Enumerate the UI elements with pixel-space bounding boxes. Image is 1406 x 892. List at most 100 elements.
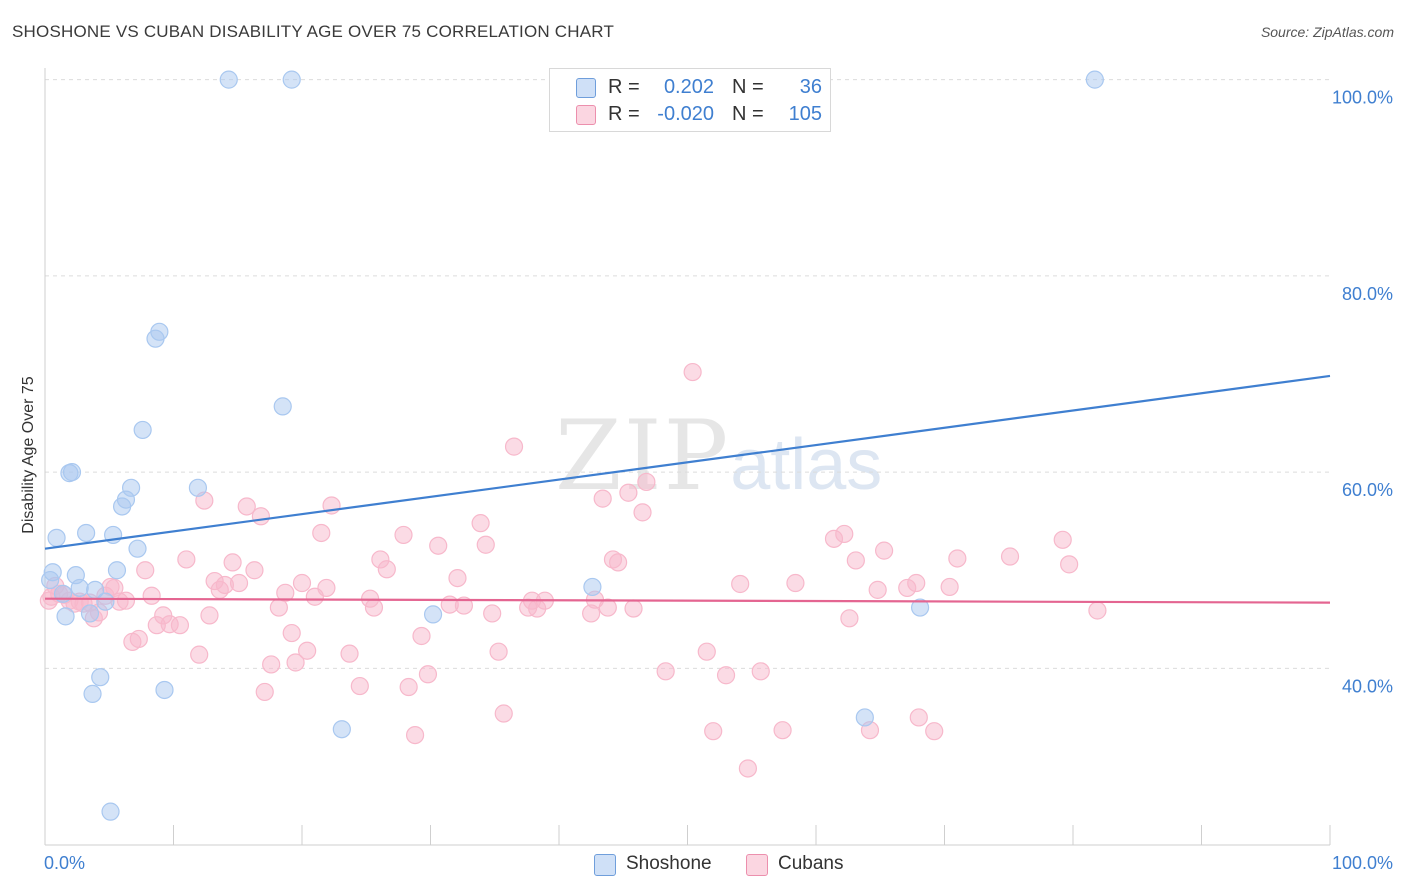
shoshone-point (83, 684, 102, 703)
cubans-point (170, 616, 190, 635)
watermark-atlas: atlas (730, 425, 883, 505)
cubans-point (377, 560, 396, 579)
cubans-point (940, 577, 959, 597)
shoshone-legend-swatch (594, 854, 616, 876)
cubans-point (697, 642, 716, 661)
shoshone-point (43, 563, 62, 582)
legend-row-cubans: R = -0.020 N = 105 (550, 102, 830, 128)
cubans-point (255, 682, 274, 702)
n-label: N = (732, 103, 764, 125)
series-legend: Shoshone Cubans (0, 852, 1406, 878)
watermark-zip: ZIP (555, 400, 731, 512)
cubans-point (286, 653, 305, 672)
cubans-point (292, 573, 312, 593)
cubans-point (429, 536, 448, 555)
cubans-point (471, 514, 490, 533)
cubans-point (738, 759, 757, 778)
cubans-point (504, 437, 524, 456)
cubans-trend-line (44, 597, 1331, 604)
cubans-point (177, 550, 196, 569)
cubans-point (909, 708, 928, 727)
chart-title: SHOSHONE VS CUBAN DISABILITY AGE OVER 75… (12, 22, 615, 41)
cubans-point (656, 662, 675, 681)
cubans-point (1088, 601, 1107, 620)
shoshone-point (188, 478, 208, 497)
cubans-point (245, 561, 264, 580)
shoshone-point (423, 605, 443, 624)
cubans-point (262, 655, 281, 674)
cubans-point (317, 578, 336, 598)
legend-label: Shoshone (626, 853, 712, 874)
shoshone-point (96, 592, 115, 611)
cubans-point (907, 573, 926, 593)
shoshone-point (80, 604, 100, 623)
cubans-point (731, 574, 750, 594)
cubans-point (412, 626, 431, 646)
legend-row-shoshone: R = 0.202 N = 36 (550, 75, 830, 101)
shoshone-point (62, 463, 82, 482)
shoshone-point (273, 397, 292, 416)
shoshone-point (219, 70, 238, 89)
cubans-point (276, 583, 295, 602)
cubans-point (704, 722, 723, 741)
shoshone-point (583, 577, 602, 597)
shoshone-point (282, 70, 301, 89)
cubans-point (593, 489, 612, 508)
cubans-point (364, 598, 384, 617)
shoshone-point (121, 478, 141, 497)
shoshone-point (133, 420, 152, 440)
cubans-point (399, 677, 418, 697)
cubans-point (751, 662, 770, 681)
shoshone-point (128, 539, 147, 558)
cubans-point (251, 507, 270, 526)
cubans-point (619, 483, 638, 502)
r-label: R = (608, 103, 640, 125)
watermark: ZIPatlas (555, 400, 882, 512)
shoshone-point (332, 720, 351, 739)
source-label: Source: ZipAtlas.com (1260, 24, 1394, 40)
n-label: N = (732, 76, 764, 98)
cubans-point (448, 568, 467, 588)
shoshone-point (77, 523, 96, 543)
cubans-point (925, 722, 944, 741)
cubans-point (773, 721, 792, 740)
shoshone-point (107, 561, 127, 580)
cubans-point (840, 609, 859, 628)
cubans-point (229, 573, 249, 593)
r-label: R = (608, 76, 640, 98)
cubans-point (237, 497, 256, 516)
n-value: 36 (799, 76, 822, 98)
cubans-point (835, 524, 854, 544)
cubans-point (405, 725, 425, 745)
cubans-swatch (576, 105, 596, 125)
cubans-point (312, 523, 331, 543)
cubans-point (340, 644, 359, 663)
cubans-point (598, 598, 617, 617)
cubans-point (633, 503, 652, 522)
cubans-point (298, 641, 317, 660)
cubans-point (868, 580, 887, 599)
cubans-point (1053, 530, 1072, 549)
shoshone-point (47, 528, 66, 547)
shoshone-point (91, 668, 110, 687)
cubans-legend-swatch (746, 854, 768, 876)
shoshone-point (70, 578, 89, 598)
cubans-point (350, 676, 369, 696)
cubans-point (200, 606, 219, 625)
shoshone-point (150, 322, 169, 341)
shoshone-point (1085, 70, 1104, 89)
correlation-legend: R = 0.202 N = 36 R = -0.020 N = 105 (549, 68, 831, 132)
cubans-point (190, 645, 209, 664)
x-tick-label: 0.0% (44, 853, 85, 873)
cubans-point (637, 472, 656, 492)
y-tick-label: 40.0% (1342, 676, 1393, 696)
legend-label: Cubans (778, 853, 844, 874)
cubans-point (948, 549, 967, 568)
n-value: 105 (788, 103, 822, 125)
cubans-point (683, 362, 702, 382)
cubans-point (129, 629, 148, 649)
shoshone-point (855, 708, 874, 727)
cubans-point (136, 561, 155, 580)
x-tick-label: 100.0% (1332, 853, 1393, 873)
